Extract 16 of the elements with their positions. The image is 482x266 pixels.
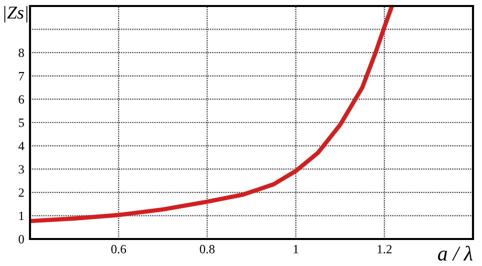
y-tick-label: 0 [18,235,24,244]
y-axis-title: |Zs| [4,6,28,22]
y-tick-label: 7 [19,72,24,80]
y-tick-label: 5 [18,118,24,127]
y-tick-label: 3 [18,165,24,174]
x-tick-label: 0.6 [111,244,126,254]
y-tick-label: 8 [18,48,24,58]
x-tick-label: 0.8 [200,244,215,254]
x-axis-title: a / λ [438,246,472,261]
x-tick-label: 1 [294,244,298,254]
line-series [30,6,394,224]
y-tick-label: 4 [18,142,24,150]
x-tick-label: 1.2 [378,244,392,254]
y-tick-label: 2 [18,188,24,197]
y-tick-label: 6 [18,95,24,104]
y-tick-label: 1 [19,212,24,220]
